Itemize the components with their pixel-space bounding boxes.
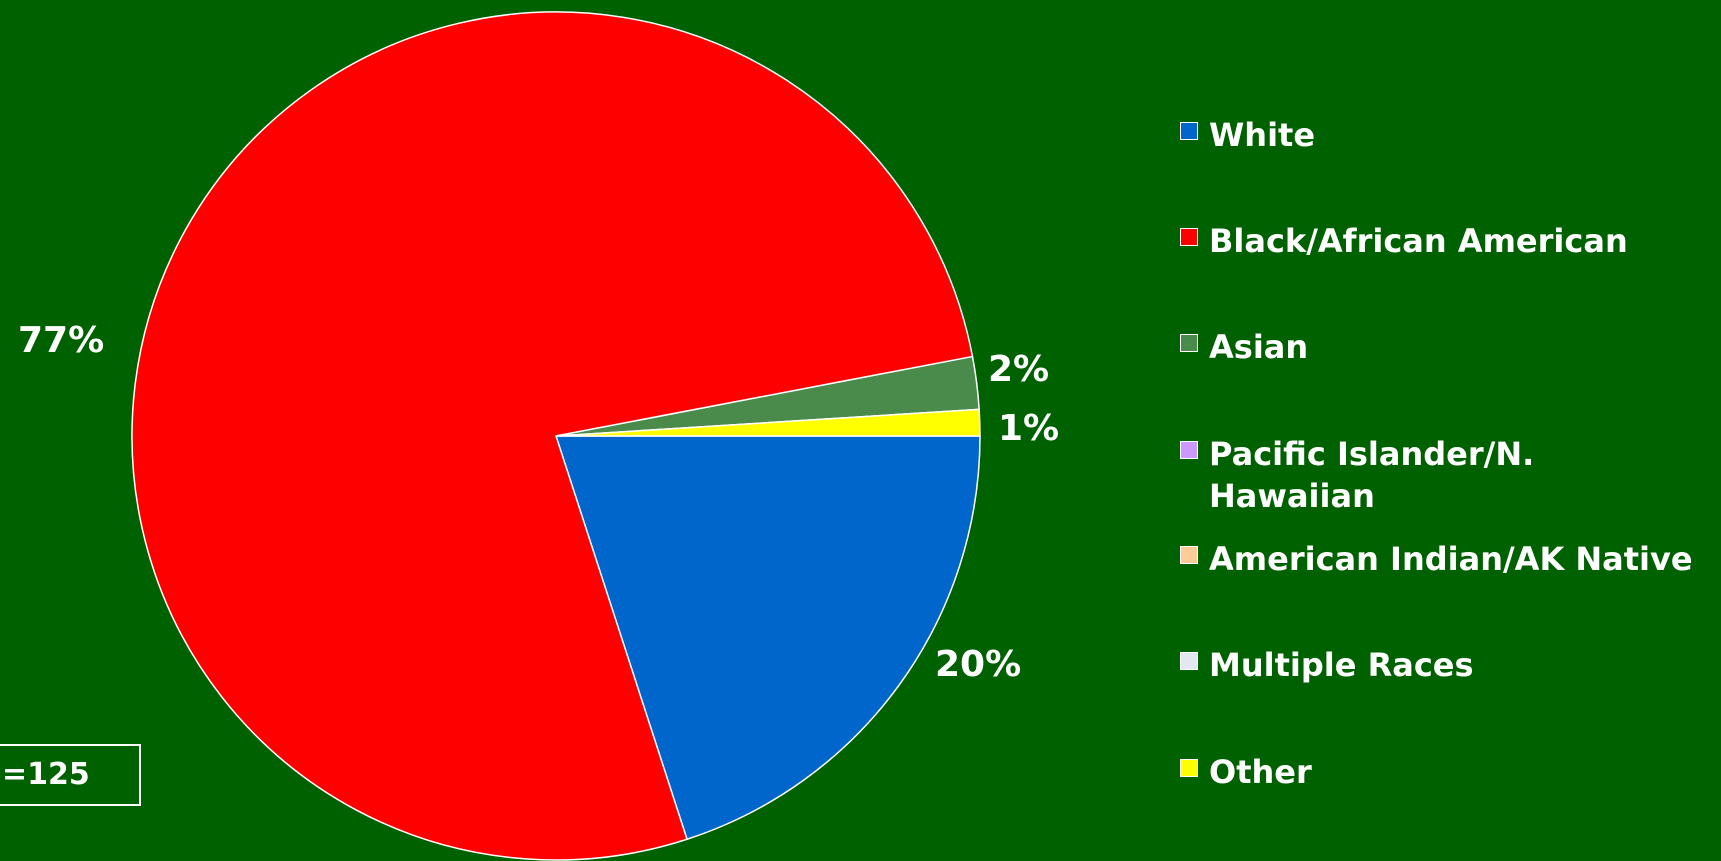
pie-label-asian: 2% (988, 349, 1049, 390)
pie-slices (131, 11, 981, 861)
pie-slice-black-african-american (131, 11, 974, 861)
legend-swatch (1180, 652, 1198, 670)
sample-size-box: =125 (0, 744, 141, 806)
legend-item-asian: Asian (1180, 326, 1709, 368)
pie-label-white: 20% (935, 644, 1021, 685)
legend-label: Pacific Islander/N. Hawaiian (1209, 435, 1535, 515)
sample-size-label: =125 (2, 757, 90, 792)
legend-swatch (1180, 122, 1198, 140)
chart-legend: White Black/African American Asian Pacific … (1180, 0, 1720, 861)
legend-label: American Indian/AK Native (1209, 540, 1693, 578)
legend-item-american-indian-ak-native: American Indian/AK Native (1180, 538, 1709, 580)
pie-label-black-african-american: 77% (18, 320, 104, 361)
legend-item-black-african-american: Black/African American (1180, 220, 1709, 262)
legend-label: White (1209, 116, 1316, 154)
legend-swatch (1180, 228, 1198, 246)
legend-label: Black/African American (1209, 222, 1628, 260)
legend-item-white: White (1180, 114, 1709, 156)
legend-swatch (1180, 334, 1198, 352)
legend-item-other: Other (1180, 751, 1709, 793)
legend-label: Other (1209, 753, 1312, 791)
pie-label-other: 1% (998, 408, 1059, 449)
pie-value-labels: 20% 77% 2% 1% (18, 320, 1059, 685)
legend-swatch (1180, 546, 1198, 564)
legend-swatch (1180, 441, 1198, 459)
legend-swatch (1180, 759, 1198, 777)
pie-slice-other (555, 408, 981, 437)
legend-label: Multiple Races (1209, 646, 1474, 684)
legend-item-pacific-islander-n-hawaiian: Pacific Islander/N. Hawaiian (1180, 433, 1569, 517)
legend-label: Asian (1209, 328, 1309, 366)
legend-item-multiple-races: Multiple Races (1180, 644, 1709, 686)
pie-slice-white (555, 435, 981, 840)
